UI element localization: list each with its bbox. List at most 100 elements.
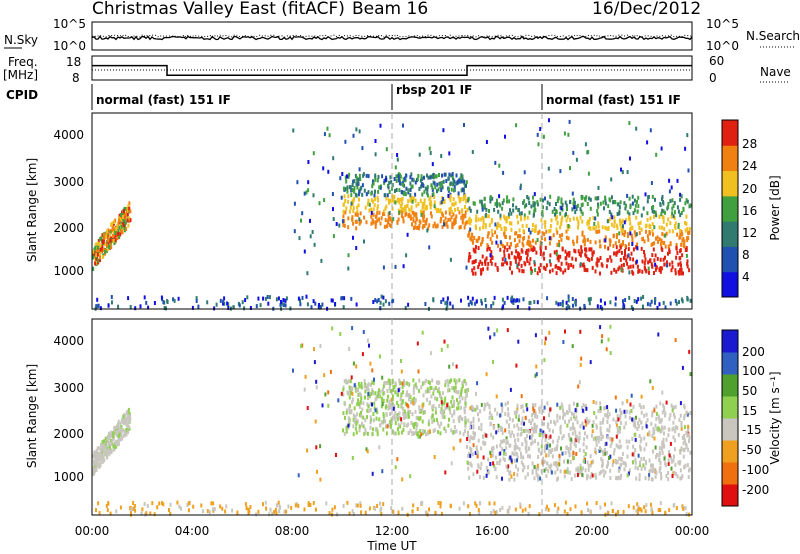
echo-pixel (596, 259, 599, 264)
echo-pixel (104, 250, 107, 255)
echo-pixel (513, 471, 516, 476)
echo-pixel (651, 410, 654, 415)
echo-pixel (549, 262, 552, 267)
echo-pixel (94, 242, 97, 247)
echo-pixel (480, 271, 482, 276)
echo-pixel (393, 177, 396, 181)
echo-pixel (609, 351, 612, 355)
echo-pixel (685, 221, 688, 226)
echo-pixel (384, 206, 387, 211)
echo-pixel (578, 431, 581, 436)
echo-pixel (561, 215, 564, 220)
echo-pixel (404, 401, 407, 406)
echo-pixel (467, 196, 470, 201)
echo-pixel (516, 458, 518, 463)
echo-pixel (544, 341, 546, 346)
echo-pixel (619, 200, 622, 205)
echo-pixel (550, 470, 553, 475)
echo-pixel (480, 242, 482, 247)
echo-pixel (121, 417, 124, 422)
echo-pixel (569, 426, 572, 431)
echo-pixel (663, 262, 666, 267)
echo-pixel (582, 239, 585, 244)
echo-pixel (356, 213, 359, 217)
echo-pixel (673, 210, 676, 215)
echo-pixel (355, 127, 358, 132)
echo-pixel (444, 210, 447, 215)
echo-pixel (499, 240, 502, 245)
echo-pixel (651, 477, 654, 482)
echo-pixel (654, 445, 657, 450)
echo-pixel (448, 417, 450, 422)
echo-pixel (571, 344, 574, 349)
echo-pixel (403, 379, 405, 384)
echo-pixel (679, 192, 682, 197)
echo-pixel (421, 407, 424, 412)
echo-pixel (531, 417, 534, 422)
echo-pixel (443, 415, 446, 420)
echo-pixel (530, 247, 533, 252)
echo-pixel (677, 209, 680, 214)
echo-pixel (615, 223, 618, 228)
echo-pixel (491, 416, 494, 420)
echo-pixel (676, 232, 679, 237)
echo-pixel (521, 224, 524, 229)
echo-pixel (679, 232, 682, 237)
echo-pixel (426, 193, 429, 198)
echo-pixel (176, 500, 179, 505)
echo-pixel (178, 504, 181, 509)
echo-pixel (610, 177, 613, 182)
echo-pixel (370, 391, 373, 396)
echo-pixel (427, 175, 430, 180)
echo-pixel (649, 379, 652, 384)
echo-pixel (674, 298, 677, 303)
echo-pixel (601, 434, 604, 439)
echo-pixel (361, 146, 364, 151)
echo-pixel (156, 505, 159, 510)
echo-pixel (474, 259, 477, 263)
echo-pixel (606, 450, 608, 455)
echo-pixel (457, 191, 460, 196)
echo-pixel (572, 239, 575, 244)
x-tick: 00:00 (675, 524, 710, 538)
echo-pixel (648, 458, 651, 463)
echo-pixel (521, 404, 524, 409)
echo-pixel (366, 431, 369, 436)
echo-pixel (432, 429, 435, 433)
velocity-ytick: 2000 (53, 427, 84, 441)
echo-pixel (376, 429, 379, 434)
echo-pixel (487, 261, 490, 266)
echo-pixel (547, 166, 550, 171)
echo-pixel (279, 302, 282, 307)
echo-pixel (675, 301, 678, 306)
echo-pixel (379, 185, 382, 190)
echo-pixel (395, 174, 398, 179)
echo-pixel (550, 236, 553, 241)
echo-pixel (355, 176, 358, 181)
freq-right-tick: 60 (709, 54, 724, 68)
echo-pixel (554, 421, 557, 426)
echo-pixel (147, 305, 150, 310)
echo-pixel (495, 430, 498, 435)
echo-pixel (685, 214, 688, 219)
echo-pixel (113, 241, 116, 246)
echo-pixel (682, 207, 685, 212)
echo-pixel (677, 269, 680, 274)
echo-pixel (108, 435, 111, 440)
echo-pixel (620, 250, 623, 255)
echo-pixel (389, 381, 391, 386)
echo-pixel (440, 188, 443, 192)
echo-pixel (385, 424, 387, 429)
echo-pixel (356, 412, 359, 417)
echo-pixel (578, 436, 581, 441)
echo-pixel (418, 388, 421, 393)
echo-pixel (421, 330, 424, 335)
echo-pixel (683, 425, 686, 430)
velocity-cbar-tick: -50 (742, 443, 762, 457)
echo-pixel (616, 212, 619, 216)
echo-pixel (397, 427, 399, 432)
echo-pixel (356, 185, 359, 190)
echo-pixel (348, 511, 351, 516)
echo-pixel (105, 503, 108, 508)
echo-pixel (410, 420, 413, 425)
